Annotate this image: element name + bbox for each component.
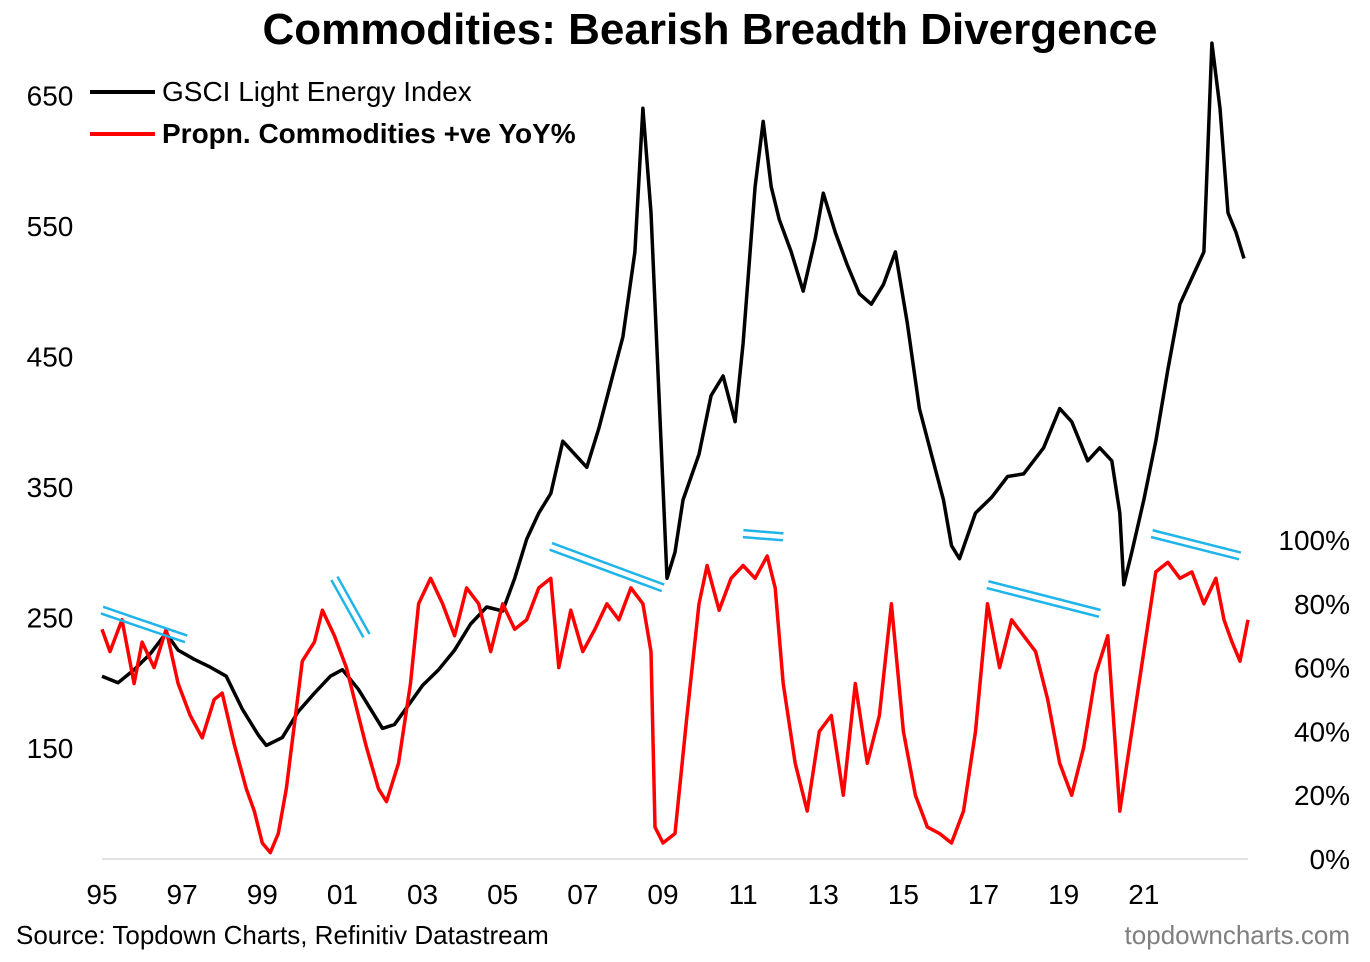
x-axis: 95 97 99 01 03 05 07 09 11 13 15 17 19 21 — [86, 879, 1159, 910]
series-line-gsci — [101, 41, 1246, 748]
x-tick-label: 95 — [86, 879, 117, 910]
legend-label-breadth: Propn. Commodities +ve YoY% — [162, 118, 576, 149]
legend: GSCI Light Energy Index Propn. Commoditi… — [90, 76, 576, 149]
x-tick-label: 07 — [567, 879, 598, 910]
right-tick-label: 0% — [1310, 844, 1350, 875]
series-line-breadth — [100, 554, 1250, 855]
trend-line-lower — [742, 535, 784, 542]
x-tick-label: 99 — [247, 879, 278, 910]
left-tick-label: 150 — [27, 733, 74, 764]
x-tick-label: 97 — [167, 879, 198, 910]
right-tick-label: 80% — [1294, 589, 1350, 620]
right-axis: 100% 80% 60% 40% 20% 0% — [1278, 525, 1350, 875]
x-tick-label: 05 — [487, 879, 518, 910]
x-tick-label: 09 — [647, 879, 678, 910]
trend-line-upper — [336, 575, 371, 635]
right-tick-label: 100% — [1278, 525, 1350, 556]
trend-line-upper — [102, 605, 188, 637]
trend-line-lower — [986, 586, 1100, 618]
trend-line-lower — [100, 612, 186, 644]
trend-line-lower — [330, 579, 365, 639]
trend-annotations — [100, 528, 1242, 644]
left-tick-label: 350 — [27, 472, 74, 503]
x-tick-label: 19 — [1048, 879, 1079, 910]
trend-line-upper — [1152, 529, 1242, 554]
right-tick-label: 20% — [1294, 780, 1350, 811]
x-tick-label: 11 — [729, 879, 758, 910]
trend-line-lower — [549, 548, 663, 593]
left-tick-label: 550 — [27, 211, 74, 242]
x-tick-label: 01 — [327, 879, 358, 910]
left-axis: 650 550 450 350 250 150 — [27, 80, 74, 764]
x-tick-label: 21 — [1128, 879, 1159, 910]
right-tick-label: 60% — [1294, 653, 1350, 684]
x-tick-label: 15 — [888, 879, 919, 910]
brand-watermark: topdowncharts.com — [1125, 920, 1350, 950]
source-note: Source: Topdown Charts, Refinitiv Datast… — [16, 920, 549, 950]
left-tick-label: 450 — [27, 341, 74, 372]
x-tick-label: 13 — [808, 879, 839, 910]
left-tick-label: 250 — [27, 602, 74, 633]
x-tick-label: 17 — [968, 879, 999, 910]
legend-label-gsci: GSCI Light Energy Index — [162, 76, 472, 107]
chart-title: Commodities: Bearish Breadth Divergence — [263, 5, 1158, 54]
left-tick-label: 650 — [27, 80, 74, 111]
trend-line-upper — [743, 528, 784, 535]
right-tick-label: 40% — [1294, 716, 1350, 747]
trend-line-lower — [1150, 535, 1240, 561]
x-tick-label: 03 — [407, 879, 438, 910]
series-layer — [100, 41, 1250, 855]
trend-line-upper — [988, 580, 1101, 612]
trend-line-upper — [551, 541, 665, 586]
